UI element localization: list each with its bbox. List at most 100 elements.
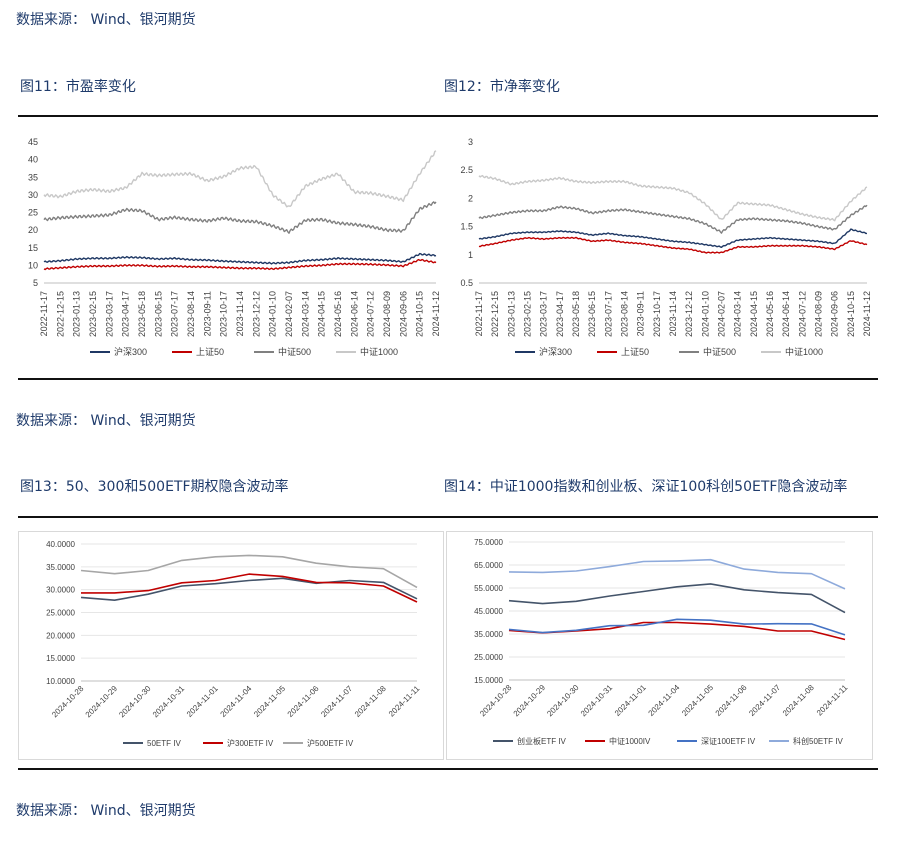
fig12-xtick-label: 2023-11-14 — [668, 291, 678, 336]
fig11-ytick-label: 25 — [28, 208, 38, 218]
fig12-ytick-label: 1.5 — [460, 222, 473, 232]
fig14-legend-label: 创业板ETF IV — [517, 736, 567, 746]
fig14-ytick-label: 15.0000 — [474, 676, 503, 685]
fig11-xtick-label: 2023-02-15 — [88, 291, 98, 337]
fig13-ytick-label: 30.0000 — [46, 586, 75, 595]
fig14-series-100etf-iv — [508, 618, 846, 636]
fig14-xtick-label: 2024-11-05 — [680, 683, 715, 718]
fig12-series-50 — [478, 236, 868, 254]
fig14-ytick-label: 75.0000 — [474, 538, 503, 547]
source-note-middle: 数据来源： Wind、银河期货 — [16, 413, 196, 429]
fig13-xtick-label: 2024-11-11 — [387, 684, 422, 719]
bottom-rule-2 — [18, 768, 878, 770]
fig12-xtick-label: 2023-10-17 — [652, 291, 662, 337]
fig14-ytick-label: 45.0000 — [474, 607, 503, 616]
fig11-ytick-label: 30 — [28, 190, 38, 200]
fig11-xtick-label: 2023-05-18 — [137, 291, 147, 337]
fig13-ytick-label: 20.0000 — [46, 631, 75, 640]
fig12-xtick-label: 2022-12-15 — [490, 291, 500, 337]
fig13-xtick-label: 2024-11-01 — [185, 684, 220, 719]
fig14-chart: 15.0000 25.0000 35.0000 45.0000 55.0000 65.00… — [474, 538, 850, 746]
fig13-xtick-label: 2024-10-30 — [117, 684, 153, 720]
fig11-xtick-label: 2023-03-17 — [104, 291, 114, 337]
fig12-xtick-label: 2023-07-17 — [603, 291, 613, 337]
fig14-xtick-label: 2024-10-28 — [478, 683, 514, 719]
fig11-xtick-label: 2022-12-15 — [55, 291, 65, 337]
fig13-xtick-label: 2024-10-29 — [84, 684, 120, 720]
fig14-title: 图14：中证1000指数和创业板、深证100科创50ETF隐含波动率 — [444, 479, 848, 495]
fig12-xtick-label: 2024-04-15 — [749, 291, 759, 337]
fig11-xtick-label: 2024-06-14 — [349, 291, 359, 337]
fig13-legend-label: 沪500ETF IV — [307, 738, 354, 748]
fig14-xtick-label: 2024-10-29 — [512, 683, 548, 719]
fig11-xtick-label: 2023-11-14 — [235, 291, 245, 336]
fig12-ytick-label: 1 — [468, 250, 473, 260]
fig11-xtick-label: 2024-09-06 — [398, 291, 408, 337]
fig11-ytick-label: 5 — [33, 278, 38, 288]
fig11-xtick-label: 2024-03-14 — [300, 291, 310, 337]
fig14-xtick-label: 2024-10-30 — [545, 683, 581, 719]
fig12-xtick-label: 2024-06-14 — [781, 291, 791, 337]
fig12-ytick-label: 2 — [468, 193, 473, 203]
fig11-series-50 — [43, 258, 437, 271]
fig13-xtick-label: 2024-11-05 — [252, 684, 287, 719]
fig14-xtick-label: 2024-11-04 — [647, 683, 682, 718]
fig11-xtick-label: 2024-10-15 — [415, 291, 425, 337]
fig14-ytick-label: 25.0000 — [474, 653, 503, 662]
fig11-xtick-label: 2024-04-15 — [317, 291, 327, 337]
fig14-xtick-label: 2024-11-06 — [714, 683, 749, 718]
top-rule-1 — [18, 115, 878, 117]
fig11-series-300 — [43, 252, 437, 265]
fig12-legend-label: 中证500 — [703, 346, 736, 357]
fig11-xtick-label: 2022-11-17 — [39, 291, 49, 336]
fig11-xtick-label: 2024-11-12 — [431, 291, 441, 336]
fig14-legend-label: 科创50ETF IV — [793, 736, 843, 746]
fig12-xtick-label: 2023-06-15 — [587, 291, 597, 337]
fig12-legend-label: 中证1000 — [785, 346, 823, 357]
fig11-xtick-label: 2024-08-09 — [382, 291, 392, 337]
fig11-legend-label: 中证1000 — [360, 346, 398, 357]
fig11-title: 图11：市盈率变化 — [20, 79, 136, 95]
fig12-ytick-label: 2.5 — [460, 165, 473, 175]
fig11-ytick-label: 20 — [28, 225, 38, 235]
fig13-series-300etf-iv — [81, 573, 418, 603]
fig11-xtick-label: 2024-07-12 — [366, 291, 376, 337]
fig13-ytick-label: 35.0000 — [46, 563, 75, 572]
fig13-series-500etf-iv — [80, 554, 418, 589]
fig13-xtick-label: 2024-11-04 — [219, 684, 254, 719]
fig13-ytick-label: 25.0000 — [46, 609, 75, 618]
fig13-ytick-label: 40.0000 — [46, 540, 75, 549]
fig12-xtick-label: 2024-07-12 — [797, 291, 807, 337]
fig13-ytick-label: 10.0000 — [46, 677, 75, 686]
fig12-xtick-label: 2023-04-17 — [555, 291, 565, 337]
fig11-xtick-label: 2023-09-11 — [202, 291, 212, 336]
fig11-ytick-label: 10 — [28, 260, 38, 270]
fig11-series-1000 — [43, 150, 437, 208]
fig12-legend-label: 上证50 — [621, 347, 649, 357]
fig12-xtick-label: 2023-03-17 — [539, 291, 549, 337]
fig12-xtick-label: 2022-11-17 — [474, 291, 484, 336]
fig14-ytick-label: 65.0000 — [474, 561, 503, 570]
fig13-panel: 10.0000 15.0000 20.0000 25.0000 30.0000 35.00… — [18, 531, 444, 760]
fig12-panel: 0.5 1 1.5 2 2.5 3 2022-11-17 2022-12-15 2023-01-… — [447, 128, 875, 366]
fig11-panel: 5 10 15 20 25 30 35 40 45 2022-11-17 2022-12-15 202… — [18, 128, 442, 366]
fig13-xtick-label: 2024-11-06 — [286, 684, 321, 719]
fig12-title: 图12：市净率变化 — [444, 79, 560, 95]
fig11-xtick-label: 2024-05-16 — [333, 291, 343, 337]
fig12-xtick-label: 2024-10-15 — [846, 291, 856, 337]
fig12-legend-label: 沪深300 — [539, 346, 572, 357]
fig12-series-500 — [478, 204, 868, 234]
fig12-xtick-label: 2024-11-12 — [862, 291, 872, 336]
fig11-xtick-label: 2024-01-10 — [268, 291, 278, 337]
fig11-xtick-label: 2023-01-13 — [72, 291, 82, 337]
fig14-series-50etf-iv — [508, 558, 846, 590]
fig12-ytick-label: 3 — [468, 137, 473, 147]
fig14-ytick-label: 35.0000 — [474, 630, 503, 639]
fig13-legend-label: 50ETF IV — [147, 739, 181, 748]
bottom-rule-1 — [18, 378, 878, 380]
fig12-xtick-label: 2024-01-10 — [700, 291, 710, 337]
fig11-xtick-label: 2023-12-12 — [251, 291, 261, 337]
fig13-ytick-label: 15.0000 — [46, 654, 75, 663]
fig13-xtick-label: 2024-11-08 — [353, 684, 388, 719]
fig11-legend-label: 中证500 — [278, 346, 311, 357]
